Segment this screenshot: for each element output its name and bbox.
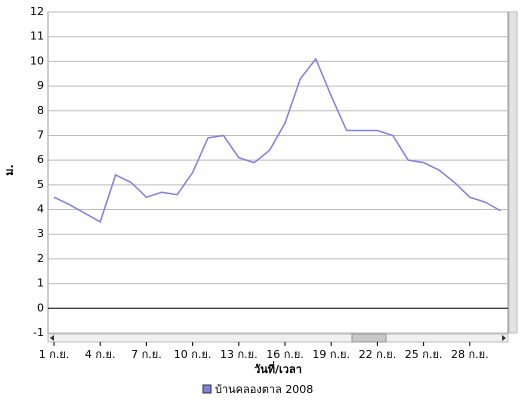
x-tick-label: 16 ก.ย. [266, 348, 304, 361]
x-tick-label: 19 ก.ย. [312, 348, 350, 361]
x-tick-label: 1 ก.ย. [39, 348, 70, 361]
x-tick-label: 28 ก.ย. [451, 348, 489, 361]
x-axis-label: วันที่/เวลา [254, 361, 302, 376]
scroll-left[interactable] [50, 335, 54, 341]
x-tick-label: 10 ก.ย. [174, 348, 212, 361]
x-tick-label: 25 ก.ย. [405, 348, 443, 361]
y-tick-label: 11 [30, 30, 44, 43]
y-tick-label: -1 [33, 326, 44, 339]
x-tick-label: 22 ก.ย. [359, 348, 397, 361]
plot-area [47, 11, 509, 334]
y-tick-label: 5 [37, 178, 44, 191]
y-tick-label: 2 [37, 252, 44, 265]
scrollbar[interactable] [47, 333, 509, 343]
x-tick-label: 7 ก.ย. [131, 348, 162, 361]
legend-label: บ้านคลองตาล 2008 [215, 383, 313, 396]
y-tick-label: 7 [37, 128, 44, 141]
x-tick-label: 4 ก.ย. [85, 348, 116, 361]
vertical-scrollbar[interactable] [508, 11, 518, 334]
y-tick-label: 12 [30, 5, 44, 18]
y-axis-label: ม. [3, 164, 16, 175]
y-tick-label: 1 [37, 277, 44, 290]
y-tick-label: 6 [37, 153, 44, 166]
y-tick-label: 10 [30, 54, 44, 67]
scroll-right[interactable] [502, 335, 506, 341]
y-tick-label: 4 [37, 203, 44, 216]
legend-swatch [202, 384, 212, 394]
y-tick-label: 3 [37, 227, 44, 240]
y-tick-label: 8 [37, 104, 44, 117]
y-tick-label: 9 [37, 79, 44, 92]
scrollbar-thumb[interactable] [351, 333, 387, 343]
y-tick-label: 0 [37, 301, 44, 314]
data-line [53, 57, 501, 223]
x-tick-label: 13 ก.ย. [220, 348, 258, 361]
scrollbar-track[interactable] [47, 333, 509, 343]
